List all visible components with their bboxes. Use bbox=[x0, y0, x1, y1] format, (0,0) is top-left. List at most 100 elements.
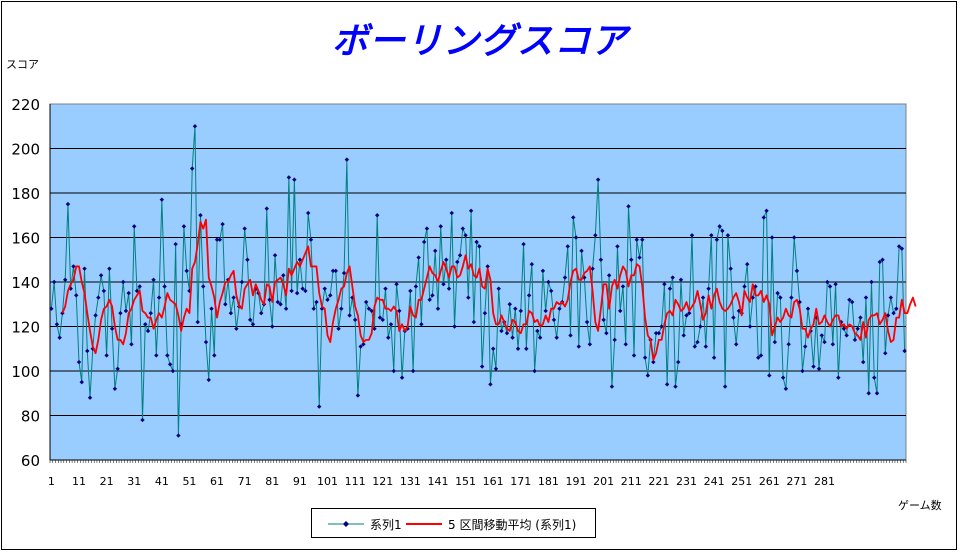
data-point-series1 bbox=[234, 326, 239, 331]
data-point-series1 bbox=[305, 210, 311, 216]
data-point-series1 bbox=[557, 306, 562, 311]
data-point-series1 bbox=[706, 286, 711, 291]
data-point-series1 bbox=[689, 233, 695, 238]
data-point-series1 bbox=[300, 286, 305, 291]
data-point-series1 bbox=[579, 248, 584, 254]
data-point-series1 bbox=[615, 244, 620, 249]
data-point-series1 bbox=[720, 228, 725, 234]
data-point-series1 bbox=[239, 279, 245, 285]
data-point-series1 bbox=[466, 295, 471, 300]
data-point-series1 bbox=[170, 368, 176, 374]
data-point-series1 bbox=[872, 375, 877, 380]
data-point-series1 bbox=[791, 235, 797, 240]
data-point-series1 bbox=[880, 257, 885, 262]
data-point-series1 bbox=[118, 310, 123, 316]
data-point-series1 bbox=[347, 313, 352, 318]
data-point-series1 bbox=[416, 255, 421, 260]
data-point-series1 bbox=[433, 248, 438, 254]
data-point-series1 bbox=[181, 224, 187, 229]
data-point-series1 bbox=[328, 293, 333, 298]
data-point-series1 bbox=[786, 342, 791, 347]
data-point-series1 bbox=[844, 333, 849, 338]
data-point-series1 bbox=[789, 295, 794, 300]
data-point-series1 bbox=[490, 346, 496, 351]
data-point-series1 bbox=[800, 368, 805, 374]
data-point-series1 bbox=[568, 333, 573, 338]
legend-item-series2: 5 区間移動平均 (系列1) bbox=[404, 516, 594, 532]
data-point-series1 bbox=[413, 284, 419, 289]
data-point-series1 bbox=[71, 264, 76, 269]
data-point-series1 bbox=[780, 375, 786, 380]
data-point-series1 bbox=[109, 326, 115, 331]
data-point-series1 bbox=[532, 368, 537, 374]
x-tick-label: 71 bbox=[238, 475, 252, 488]
data-point-series1 bbox=[618, 308, 623, 314]
data-point-series1 bbox=[595, 177, 601, 182]
data-point-series1 bbox=[231, 295, 236, 300]
data-point-series1 bbox=[264, 206, 269, 211]
data-point-series1 bbox=[847, 297, 852, 302]
data-point-series1 bbox=[659, 324, 664, 329]
x-tick-label: 81 bbox=[265, 475, 279, 488]
data-point-series1 bbox=[645, 373, 651, 378]
data-point-series1 bbox=[700, 295, 706, 300]
data-point-series1 bbox=[386, 335, 391, 340]
data-point-series1 bbox=[242, 226, 247, 231]
data-point-series1 bbox=[598, 257, 604, 262]
x-tick-label: 191 bbox=[566, 475, 587, 488]
data-point-series1 bbox=[190, 166, 195, 171]
data-point-series1 bbox=[692, 344, 697, 349]
data-point-series1 bbox=[883, 351, 888, 356]
data-point-series1 bbox=[493, 366, 499, 371]
data-point-series1 bbox=[764, 208, 769, 213]
data-point-series1 bbox=[535, 328, 540, 334]
data-point-series1 bbox=[184, 268, 189, 274]
data-point-series1 bbox=[223, 302, 228, 307]
x-tick-label: 271 bbox=[786, 475, 807, 488]
data-point-series1 bbox=[695, 339, 700, 345]
data-point-series1 bbox=[642, 355, 648, 360]
data-point-series1 bbox=[849, 299, 855, 305]
data-point-series1 bbox=[855, 326, 860, 331]
data-point-series1 bbox=[394, 282, 399, 287]
data-point-series1 bbox=[49, 306, 54, 311]
data-point-series1 bbox=[819, 333, 824, 338]
data-point-series1 bbox=[584, 319, 590, 325]
data-point-series1 bbox=[455, 259, 460, 265]
data-point-series1 bbox=[717, 224, 722, 229]
data-point-series1 bbox=[546, 279, 551, 285]
data-point-series1 bbox=[629, 257, 634, 262]
data-point-series1 bbox=[471, 319, 477, 325]
data-point-series1 bbox=[565, 244, 570, 249]
data-point-series1 bbox=[399, 375, 405, 380]
data-point-series1 bbox=[214, 237, 220, 242]
data-point-series1 bbox=[510, 335, 515, 340]
data-point-series1 bbox=[120, 279, 126, 285]
data-point-series1 bbox=[687, 310, 692, 316]
x-tick-label: 281 bbox=[814, 475, 835, 488]
data-point-series1 bbox=[430, 293, 435, 298]
data-point-series1 bbox=[460, 226, 466, 231]
y-tick-label: 200 bbox=[11, 141, 40, 159]
data-point-series1 bbox=[468, 208, 474, 213]
data-point-series1 bbox=[397, 308, 402, 314]
data-point-series1 bbox=[745, 262, 750, 267]
data-point-series1 bbox=[861, 359, 866, 365]
data-point-series1 bbox=[529, 262, 535, 267]
x-tick-label: 1 bbox=[48, 475, 55, 488]
data-point-series1 bbox=[51, 279, 57, 285]
data-point-series1 bbox=[82, 266, 87, 271]
data-point-series1 bbox=[322, 286, 327, 291]
data-point-series1 bbox=[521, 241, 526, 247]
data-point-series1 bbox=[604, 330, 609, 336]
data-point-series1 bbox=[874, 391, 880, 396]
x-tick-label: 21 bbox=[100, 475, 114, 488]
data-point-series1 bbox=[775, 290, 780, 296]
data-point-series1 bbox=[728, 266, 733, 271]
x-tick-label: 131 bbox=[400, 475, 421, 488]
y-tick-label: 120 bbox=[11, 319, 40, 337]
data-point-series1 bbox=[894, 306, 899, 311]
y-tick-label: 100 bbox=[11, 363, 40, 381]
data-point-series1 bbox=[62, 277, 68, 282]
data-point-series1 bbox=[609, 384, 615, 389]
